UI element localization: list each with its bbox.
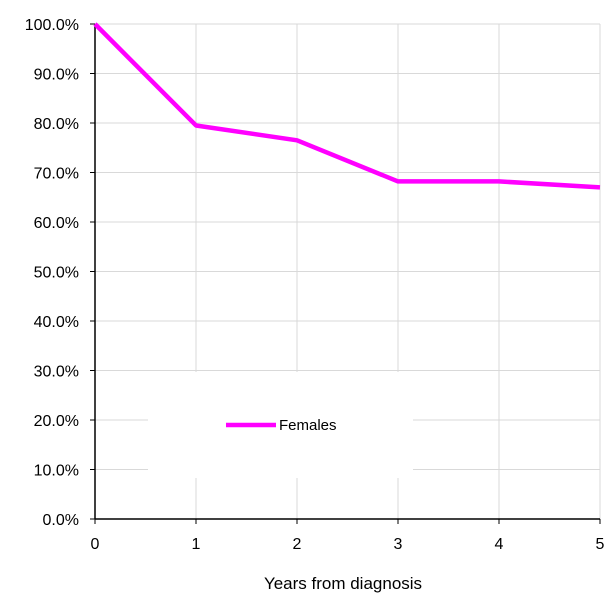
- series-group: [93, 22, 601, 190]
- y-tick-label: 80.0%: [34, 116, 79, 133]
- x-tick-labels: 0 1 2 3 4 5: [91, 536, 605, 553]
- x-tick-label: 5: [596, 536, 605, 553]
- x-tick-label: 0: [91, 536, 100, 553]
- y-tick-label: 50.0%: [34, 265, 79, 282]
- y-tick-labels: 0.0% 10.0% 20.0% 30.0% 40.0% 50.0% 60.0% 70.0% 8…: [25, 17, 79, 529]
- x-axis-title: Years from diagnosis: [264, 574, 422, 593]
- y-tick-label: 20.0%: [34, 413, 79, 430]
- y-tick-label: 30.0%: [34, 364, 79, 381]
- legend-box: [148, 372, 413, 478]
- legend-label-females: Females: [279, 417, 337, 434]
- x-tick-label: 1: [192, 536, 201, 553]
- x-tick-label: 4: [495, 536, 504, 553]
- y-tick-label: 40.0%: [34, 314, 79, 331]
- axes: [90, 23, 601, 524]
- y-tick-label: 100.0%: [25, 17, 79, 34]
- y-tick-label: 0.0%: [43, 512, 79, 529]
- y-tick-label: 70.0%: [34, 166, 79, 183]
- legend: Females: [148, 372, 413, 478]
- series-line-females: [93, 22, 601, 190]
- x-tick-label: 2: [293, 536, 302, 553]
- y-tick-label: 90.0%: [34, 67, 79, 84]
- y-tick-label: 10.0%: [34, 463, 79, 480]
- x-tick-label: 3: [394, 536, 403, 553]
- y-tick-label: 60.0%: [34, 215, 79, 232]
